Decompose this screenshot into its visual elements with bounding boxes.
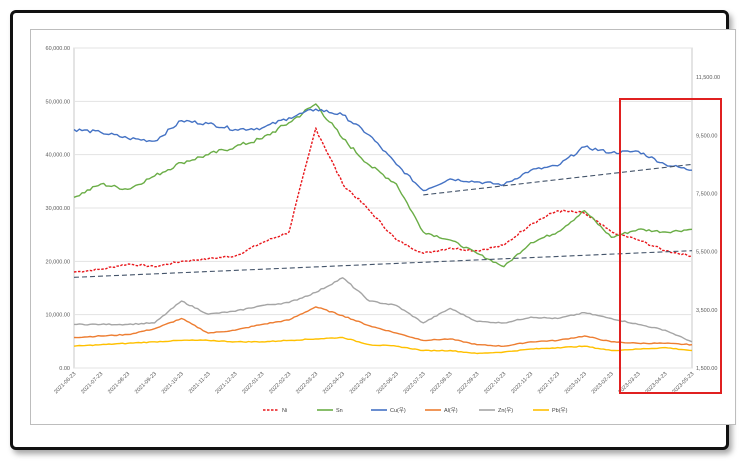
x-tick-label: 2023-02-23 xyxy=(591,371,615,395)
x-tick-label: 2022-11-23 xyxy=(510,371,534,395)
y-left-tick-label: 10,000.00 xyxy=(46,313,70,319)
y-left-tick-label: 60,000.00 xyxy=(46,46,70,52)
x-tick-label: 2021-11-23 xyxy=(188,371,212,395)
series-line-Zn(우) xyxy=(74,277,693,343)
chart-area: 0.00 10,000.00 20,000.00 30,000.00 40,000.00… xyxy=(30,29,736,425)
x-tick-label: 2022-07-23 xyxy=(403,371,427,395)
x-tick-label: 2022-03-23 xyxy=(295,371,319,395)
series-line-Cu(우) xyxy=(73,108,692,192)
y-left-tick-label: 0.00 xyxy=(59,366,70,372)
x-tick-label: 2021-10-23 xyxy=(161,371,185,395)
x-tick-label: 2021-08-23 xyxy=(107,371,131,395)
y-left-tick-label: 50,000.00 xyxy=(46,99,70,105)
legend-label: Ni xyxy=(282,408,287,414)
x-tick-label: 2021-12-23 xyxy=(214,371,238,395)
x-tick-label: 2021-07-23 xyxy=(80,371,104,395)
series-line-Al(우) xyxy=(73,306,693,347)
x-tick-label: 2022-08-23 xyxy=(429,371,453,395)
x-tick-label: 2021-09-23 xyxy=(134,371,158,395)
y-right-tick-label: 1,500.00 xyxy=(696,366,717,372)
legend-label: Pb(우) xyxy=(552,407,568,414)
x-tick-label: 2022-02-23 xyxy=(268,371,292,395)
trendline xyxy=(423,163,693,196)
y-right-tick-label: 11,500.00 xyxy=(696,75,720,81)
trendline xyxy=(73,250,693,278)
x-tick-label: 2021-06-23 xyxy=(53,371,77,395)
legend-label: Sn xyxy=(336,408,343,414)
y-left-tick-label: 30,000.00 xyxy=(46,206,70,212)
x-tick-label: 2022-12-23 xyxy=(537,371,561,395)
series-line-Sn xyxy=(73,103,693,268)
series-line-Pb(우) xyxy=(73,336,693,355)
x-tick-label: 2022-05-23 xyxy=(349,371,373,395)
y-right-tick-label: 3,500.00 xyxy=(696,308,717,314)
x-tick-label: 2022-01-23 xyxy=(241,371,265,395)
y-right-tick-label: 9,500.00 xyxy=(696,133,717,139)
x-tick-label: 2022-09-23 xyxy=(456,371,480,395)
x-tick-label: 2022-10-23 xyxy=(483,371,507,395)
x-tick-label: 2023-01-23 xyxy=(564,371,588,395)
image-frame: 0.00 10,000.00 20,000.00 30,000.00 40,000.00… xyxy=(10,10,736,450)
line-chart: 0.00 10,000.00 20,000.00 30,000.00 40,000.00… xyxy=(46,46,721,414)
y-right-tick-label: 7,500.00 xyxy=(696,191,717,197)
y-left-tick-label: 20,000.00 xyxy=(46,259,70,265)
highlight-box xyxy=(619,98,722,394)
y-left-tick-label: 40,000.00 xyxy=(46,153,70,159)
x-tick-label: 2022-06-23 xyxy=(376,371,400,395)
y-right-tick-label: 5,500.00 xyxy=(696,250,717,256)
legend-label: Al(우) xyxy=(444,407,458,414)
x-tick-label: 2022-04-23 xyxy=(322,371,346,395)
legend-label: Zn(우) xyxy=(498,407,513,414)
legend-label: Cu(우) xyxy=(390,407,406,414)
